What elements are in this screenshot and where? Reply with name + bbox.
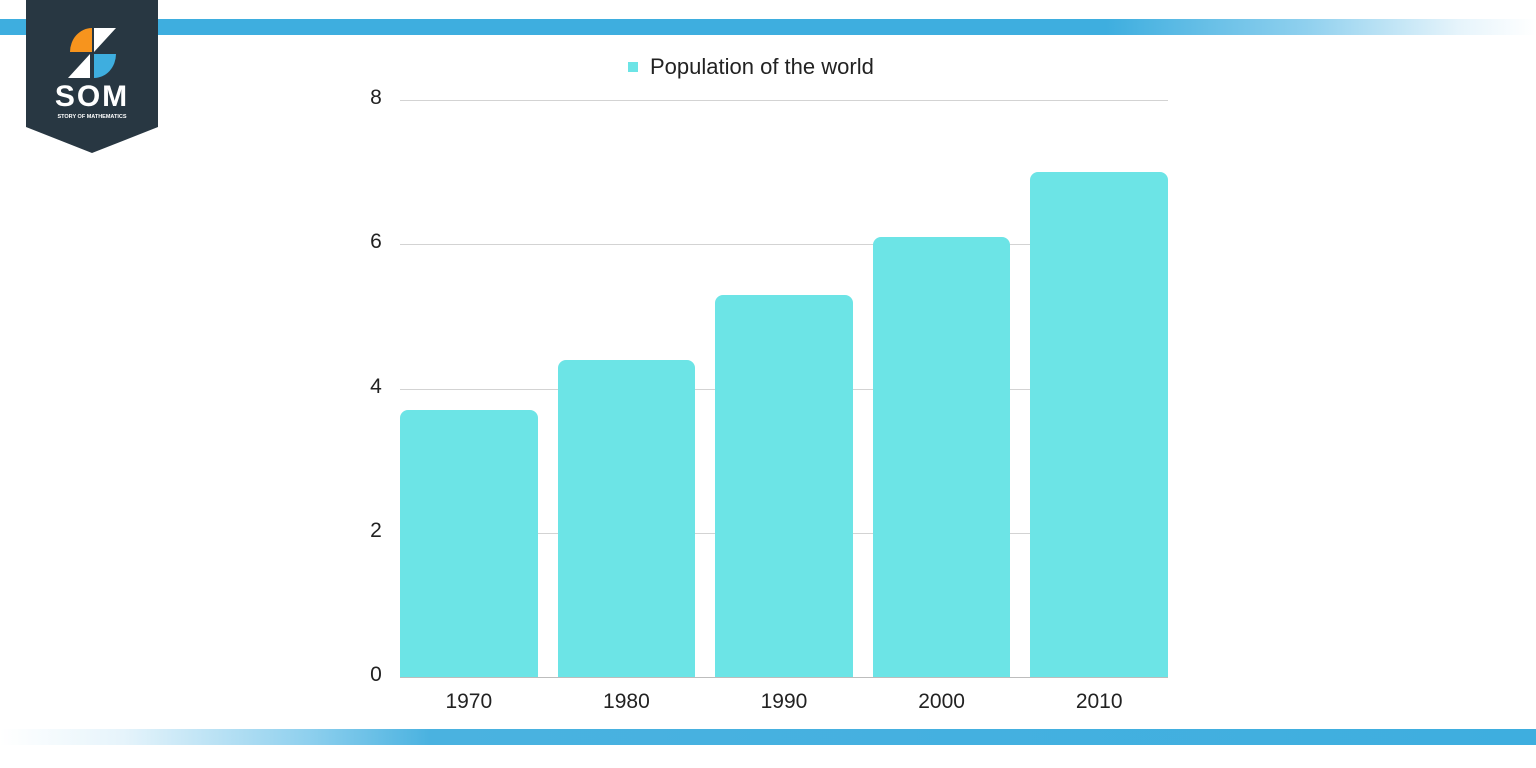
top-decorative-stripe bbox=[0, 19, 1536, 35]
gridline bbox=[400, 100, 1168, 101]
x-axis-line bbox=[400, 677, 1168, 678]
x-axis-tick-label: 1980 bbox=[603, 690, 650, 713]
y-axis-tick-label: 2 bbox=[370, 518, 382, 542]
gridline bbox=[400, 244, 1168, 246]
y-axis-tick-label: 6 bbox=[370, 230, 382, 254]
bar-2010 bbox=[1030, 172, 1168, 677]
x-axis-tick-label: 1970 bbox=[445, 690, 493, 713]
x-axis-tick-label: 2000 bbox=[918, 690, 965, 713]
y-axis-tick-label: 8 bbox=[370, 86, 382, 109]
logo-subtitle: STORY OF MATHEMATICS bbox=[57, 114, 126, 120]
x-axis-tick-label: 2010 bbox=[1075, 690, 1123, 713]
bar-1970 bbox=[400, 410, 538, 677]
chart-legend: Population of the world bbox=[628, 54, 874, 80]
bar-chart-plot-area: 0 2 4 6 8 1970 1980 1990 2000 2010 bbox=[370, 86, 1168, 713]
bottom-decorative-stripe bbox=[0, 729, 1536, 745]
som-logo: SOM STORY OF MATHEMATICS bbox=[26, 0, 158, 153]
legend-swatch-icon bbox=[628, 62, 638, 72]
bar-2000 bbox=[872, 237, 1011, 677]
y-axis-tick-label: 4 bbox=[370, 374, 382, 398]
logo-text: SOM bbox=[55, 80, 129, 113]
bar-1980 bbox=[557, 359, 696, 677]
y-axis-tick-label: 0 bbox=[370, 663, 382, 686]
bar-1990 bbox=[715, 294, 853, 677]
blue-quadrant-icon bbox=[94, 54, 116, 78]
orange-quadrant-icon bbox=[70, 28, 92, 52]
x-axis-tick-label: 1990 bbox=[760, 690, 808, 713]
legend-label: Population of the world bbox=[650, 54, 874, 79]
